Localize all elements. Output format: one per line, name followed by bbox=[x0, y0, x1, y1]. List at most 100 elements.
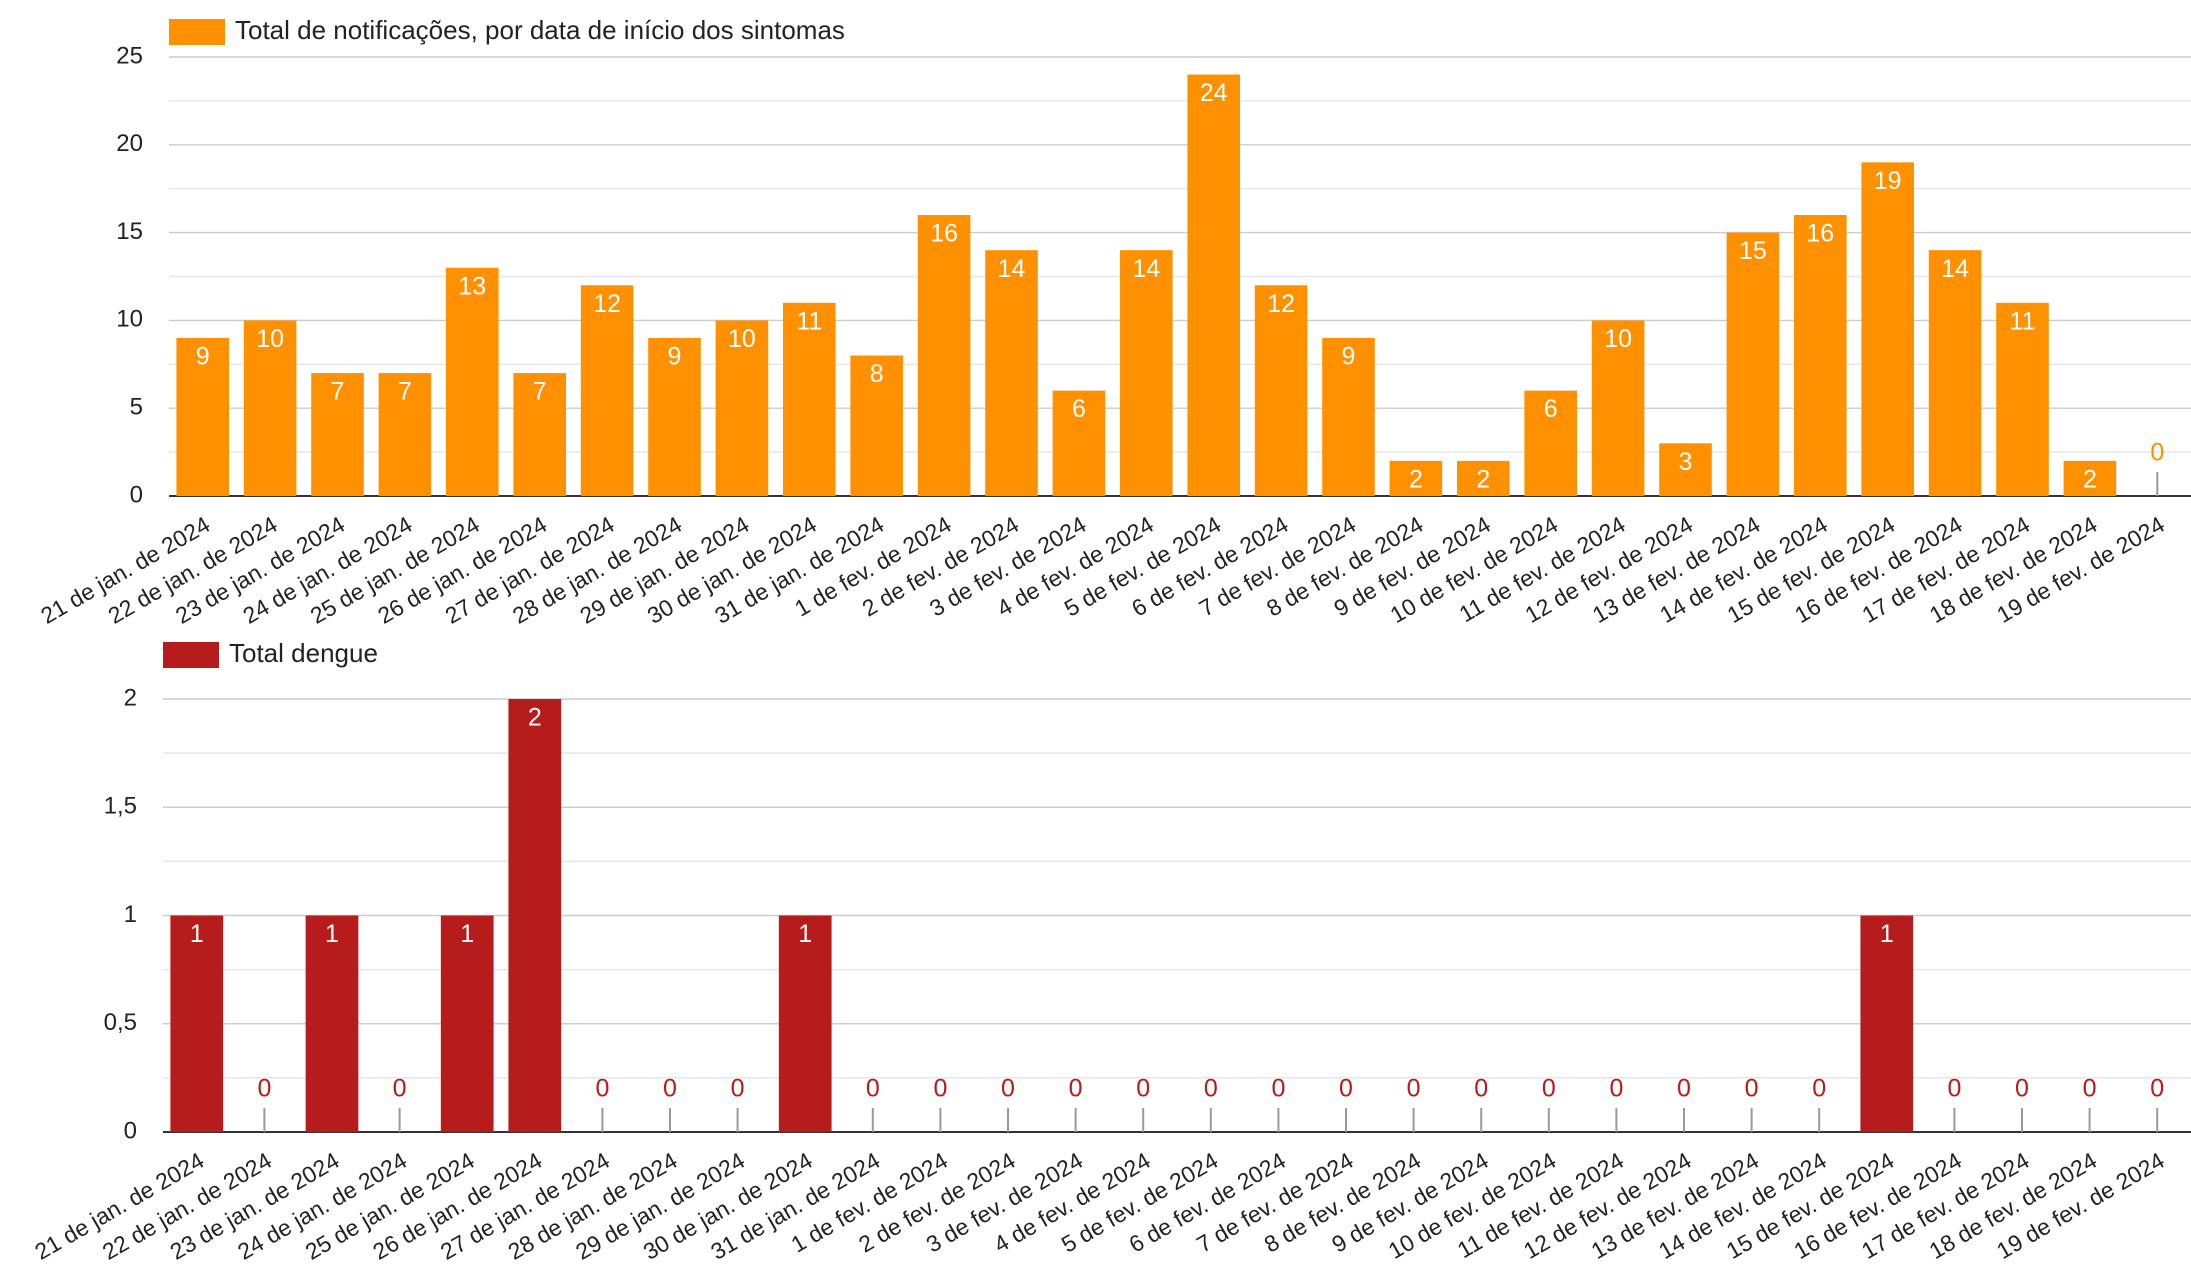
value-label: 2 bbox=[1476, 465, 1490, 493]
value-label: 11 bbox=[2010, 307, 2036, 335]
legend-swatch bbox=[163, 642, 219, 668]
bar bbox=[513, 373, 566, 496]
value-label: 14 bbox=[998, 255, 1026, 283]
value-label: 0 bbox=[1947, 1075, 1961, 1103]
value-label: 0 bbox=[1204, 1075, 1218, 1103]
bar bbox=[176, 337, 229, 496]
value-label: 0 bbox=[1136, 1075, 1150, 1103]
bar bbox=[1187, 74, 1240, 496]
value-label: 14 bbox=[1941, 255, 1969, 283]
value-label: 16 bbox=[930, 220, 958, 248]
value-label: 0 bbox=[1407, 1075, 1421, 1103]
value-label: 7 bbox=[533, 378, 547, 406]
bar bbox=[170, 915, 224, 1132]
value-label: 10 bbox=[256, 325, 284, 353]
value-label: 10 bbox=[728, 325, 756, 353]
bar bbox=[1389, 460, 1443, 496]
y-tick-label: 2 bbox=[124, 684, 137, 711]
value-label: 6 bbox=[1072, 395, 1086, 423]
value-label: 19 bbox=[1874, 167, 1902, 195]
value-label: 0 bbox=[1542, 1075, 1556, 1103]
value-label: 0 bbox=[1474, 1075, 1488, 1103]
value-label: 0 bbox=[1069, 1075, 1083, 1103]
value-label: 0 bbox=[866, 1075, 880, 1103]
value-label: 9 bbox=[668, 343, 682, 371]
value-label: 0 bbox=[1609, 1075, 1623, 1103]
value-label: 0 bbox=[2083, 1075, 2097, 1103]
bar bbox=[778, 915, 832, 1132]
bar bbox=[2063, 460, 2117, 496]
bar bbox=[305, 915, 359, 1132]
value-label: 1 bbox=[798, 920, 812, 948]
value-label: 0 bbox=[1677, 1075, 1691, 1103]
value-label: 3 bbox=[1679, 448, 1693, 476]
value-label: 15 bbox=[1739, 237, 1767, 265]
value-label: 10 bbox=[1604, 325, 1632, 353]
value-label: 0 bbox=[2150, 439, 2164, 467]
y-tick-label: 5 bbox=[130, 394, 143, 421]
value-label: 0 bbox=[1812, 1075, 1826, 1103]
y-tick-label: 0 bbox=[124, 1117, 137, 1144]
value-label: 6 bbox=[1544, 395, 1558, 423]
value-label: 7 bbox=[398, 378, 412, 406]
value-label: 1 bbox=[460, 920, 474, 948]
value-label: 14 bbox=[1132, 255, 1160, 283]
value-label: 0 bbox=[1745, 1075, 1759, 1103]
bar bbox=[1928, 250, 1982, 496]
value-label: 9 bbox=[1342, 343, 1356, 371]
value-label: 9 bbox=[196, 343, 210, 371]
value-label: 0 bbox=[2015, 1075, 2029, 1103]
bar bbox=[1322, 337, 1375, 496]
value-label: 11 bbox=[796, 307, 822, 335]
y-tick-label: 10 bbox=[116, 306, 143, 333]
bar bbox=[1794, 215, 1847, 497]
value-label: 2 bbox=[1409, 465, 1423, 493]
y-tick-label: 25 bbox=[116, 42, 143, 69]
value-label: 0 bbox=[1271, 1075, 1285, 1103]
bar bbox=[580, 285, 634, 496]
value-label: 2 bbox=[528, 704, 542, 732]
value-label: 0 bbox=[1339, 1075, 1353, 1103]
legend-swatch bbox=[169, 19, 225, 45]
bar bbox=[1996, 302, 2049, 496]
value-label: 0 bbox=[257, 1075, 271, 1103]
legend-label: Total dengue bbox=[229, 638, 378, 668]
y-tick-label: 20 bbox=[116, 130, 143, 157]
bar bbox=[715, 320, 769, 496]
value-label: 0 bbox=[933, 1075, 947, 1103]
value-label: 7 bbox=[331, 378, 345, 406]
value-label: 1 bbox=[1880, 920, 1894, 948]
value-label: 12 bbox=[1267, 290, 1295, 318]
bar bbox=[1052, 390, 1106, 496]
bar bbox=[850, 355, 903, 496]
y-tick-label: 15 bbox=[116, 218, 143, 245]
value-label: 0 bbox=[1001, 1075, 1015, 1103]
value-label: 1 bbox=[325, 920, 339, 948]
bar bbox=[783, 302, 836, 496]
bar bbox=[1860, 915, 1914, 1132]
bar bbox=[1457, 460, 1510, 496]
bar bbox=[440, 915, 494, 1132]
bar bbox=[1120, 250, 1173, 496]
y-tick-label: 1 bbox=[124, 901, 137, 928]
value-label: 13 bbox=[458, 272, 486, 300]
bar bbox=[1726, 232, 1780, 496]
value-label: 0 bbox=[731, 1075, 745, 1103]
value-label: 1 bbox=[190, 920, 204, 948]
value-label: 8 bbox=[870, 360, 884, 388]
bar bbox=[508, 699, 562, 1132]
value-label: 2 bbox=[2083, 465, 2097, 493]
bar bbox=[378, 373, 432, 496]
y-tick-label: 0,5 bbox=[104, 1009, 137, 1036]
bar bbox=[1524, 390, 1577, 496]
value-label: 12 bbox=[593, 290, 621, 318]
y-tick-label: 1,5 bbox=[104, 793, 137, 820]
bar bbox=[446, 267, 499, 496]
bar bbox=[243, 320, 297, 496]
legend-label: Total de notificações, por data de iníci… bbox=[235, 15, 845, 45]
bar bbox=[1254, 285, 1308, 496]
value-label: 0 bbox=[393, 1075, 407, 1103]
value-label: 16 bbox=[1806, 220, 1834, 248]
value-label: 0 bbox=[595, 1075, 609, 1103]
